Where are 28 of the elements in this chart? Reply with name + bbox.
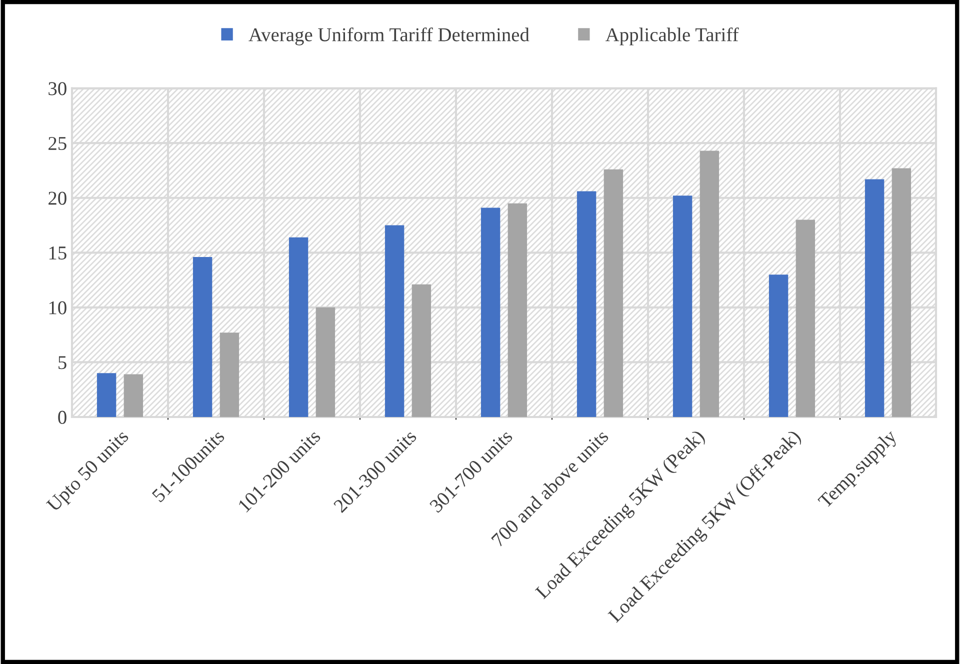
y-tick-label: 25 bbox=[48, 136, 66, 150]
bar bbox=[604, 169, 624, 417]
bar bbox=[768, 274, 788, 417]
bar bbox=[384, 225, 404, 417]
bar bbox=[412, 284, 432, 417]
bar bbox=[700, 150, 720, 417]
bar bbox=[316, 307, 336, 417]
bar bbox=[288, 237, 308, 417]
bar bbox=[124, 374, 144, 417]
legend-label: Average Uniform Tariff Determined bbox=[248, 27, 530, 46]
legend-label: Applicable Tariff bbox=[606, 27, 739, 46]
bar bbox=[672, 196, 692, 417]
bar bbox=[508, 203, 528, 417]
y-tick-label: 20 bbox=[48, 192, 66, 205]
bar bbox=[220, 332, 240, 417]
bar bbox=[892, 168, 912, 417]
bar bbox=[576, 191, 596, 417]
bar bbox=[192, 257, 212, 417]
y-tick-label: 15 bbox=[49, 246, 66, 260]
bar bbox=[480, 208, 500, 417]
y-tick-label: 5 bbox=[58, 356, 66, 370]
x-tick-label: Upto 50 units bbox=[46, 429, 132, 516]
y-tick-label: 0 bbox=[58, 410, 66, 424]
y-tick-label: 30 bbox=[48, 82, 66, 96]
y-tick-label: 10 bbox=[49, 301, 66, 314]
bar bbox=[864, 179, 884, 417]
bar bbox=[796, 220, 816, 417]
bar bbox=[96, 373, 116, 417]
